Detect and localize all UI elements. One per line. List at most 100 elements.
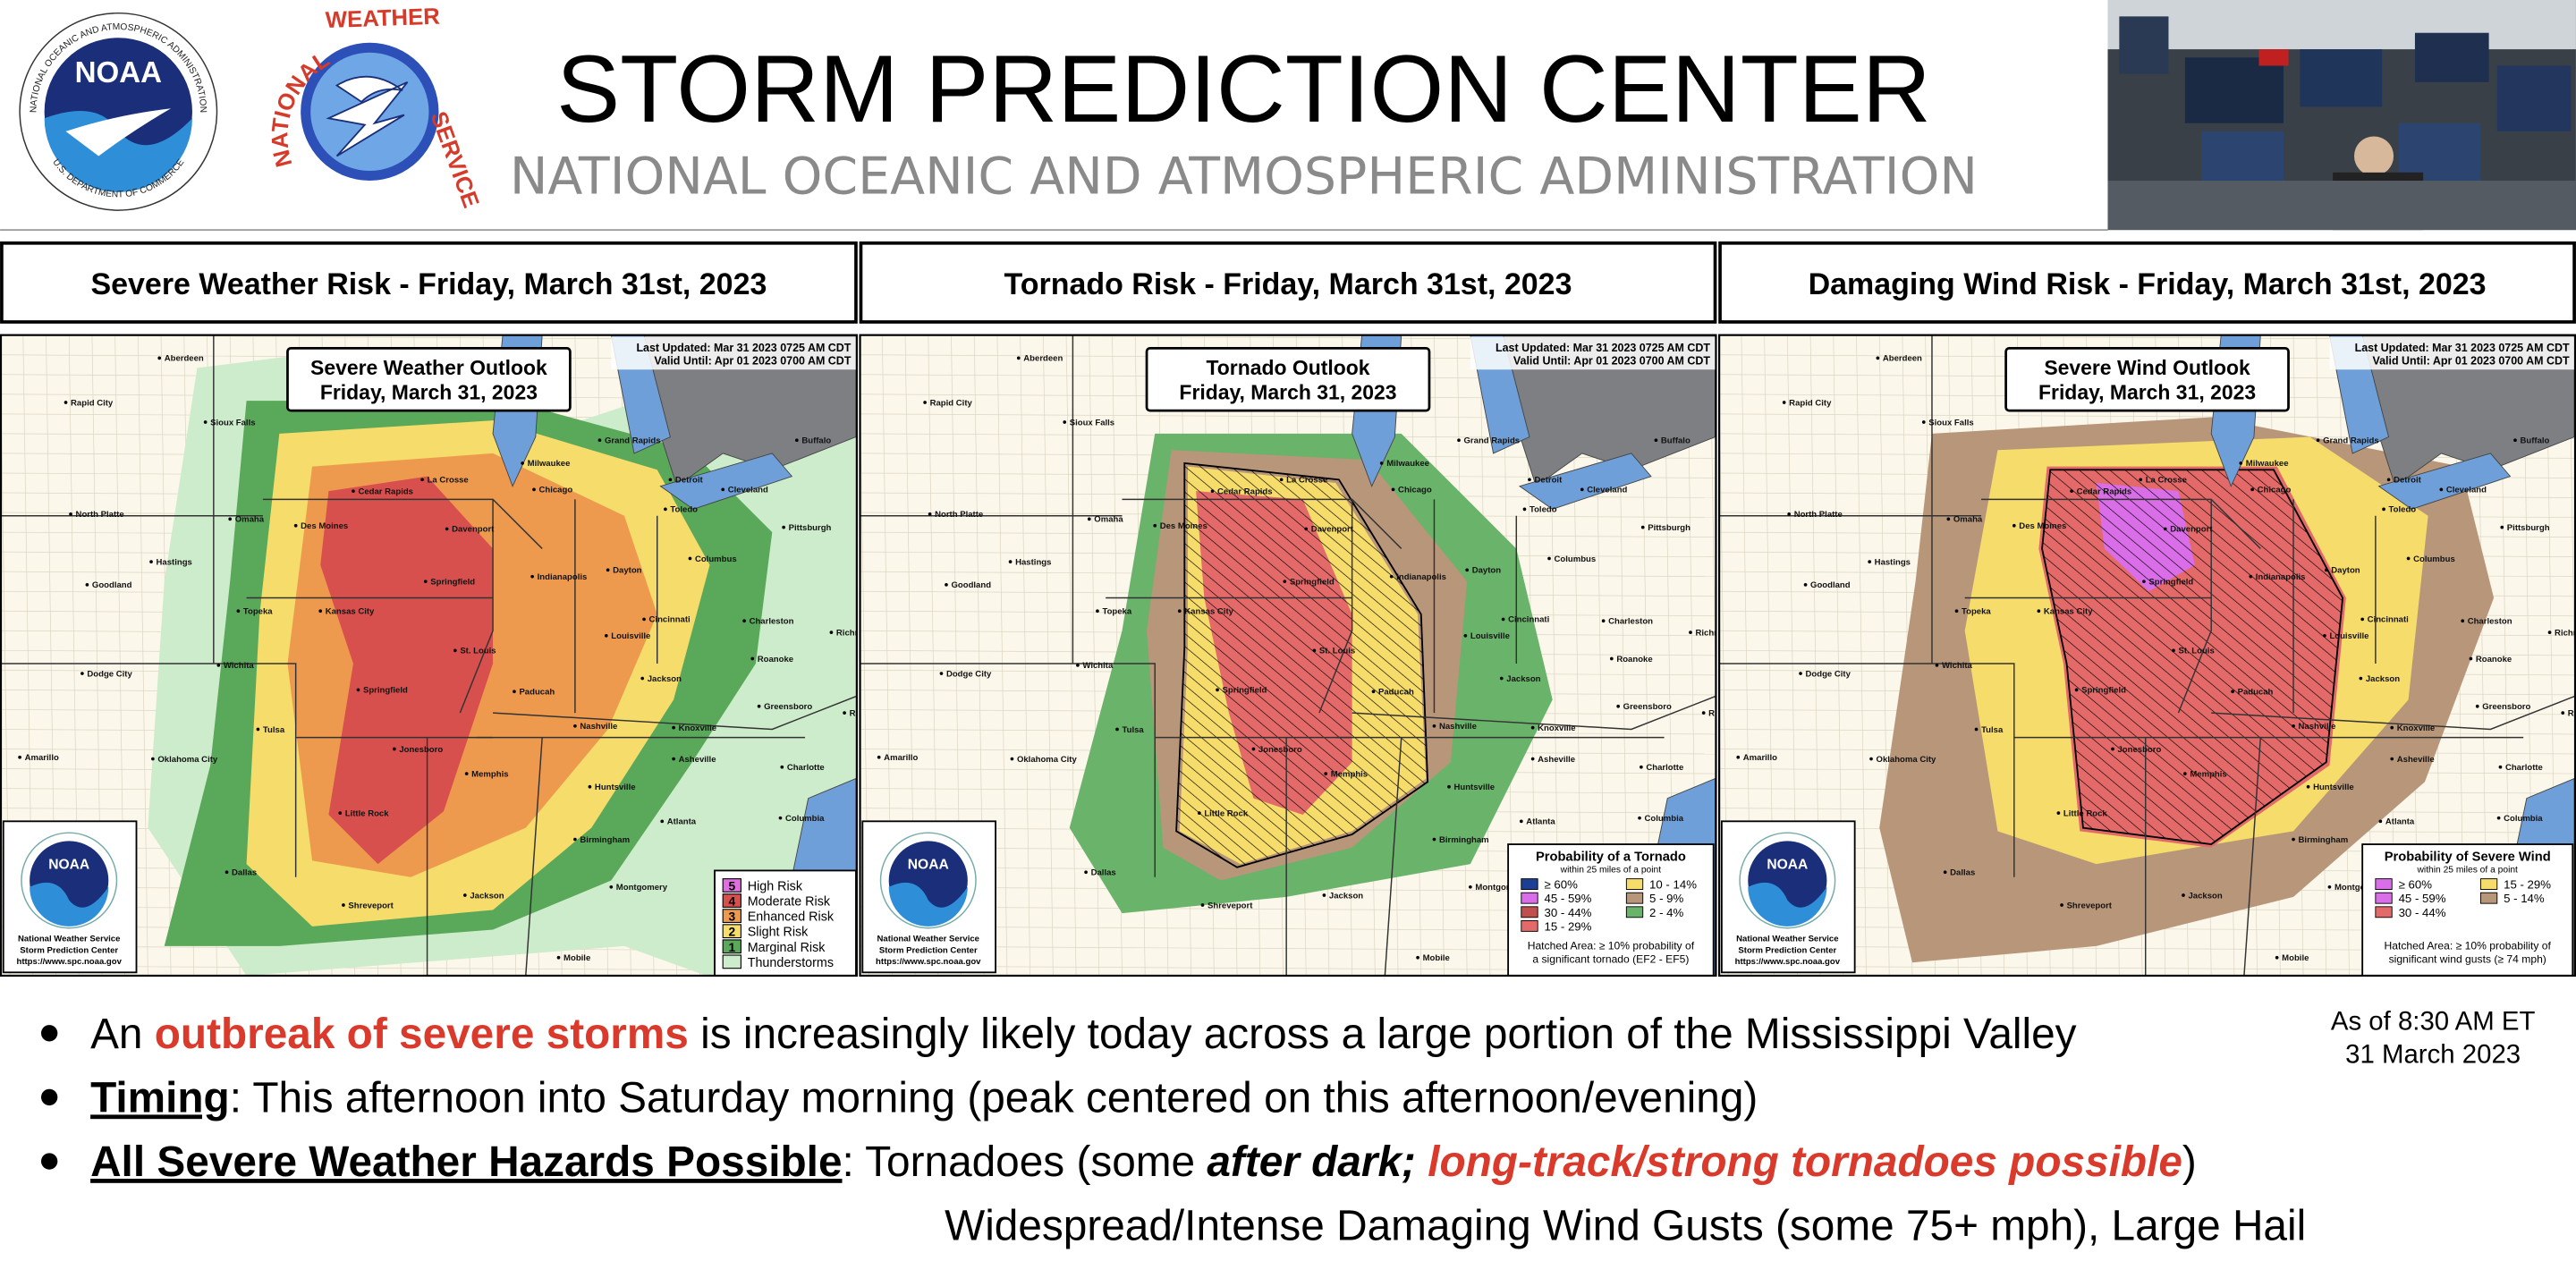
city-dot bbox=[660, 819, 665, 824]
state-line bbox=[1384, 737, 1402, 976]
city-dot bbox=[923, 401, 927, 404]
panel-heading: Tornado Risk - Friday, March 31st, 2023 bbox=[1004, 267, 1572, 301]
city-dot bbox=[1096, 609, 1099, 614]
city-dot bbox=[1197, 811, 1201, 815]
city-label: Charlotte bbox=[1646, 763, 1683, 773]
legend-label: 45 - 59% bbox=[1545, 892, 1592, 905]
city-dot bbox=[1008, 560, 1013, 563]
city-dot bbox=[1312, 648, 1317, 653]
city-dot bbox=[1638, 816, 1641, 820]
legend-level: 4 bbox=[728, 895, 735, 909]
city-label: Raleigh bbox=[1708, 708, 1740, 718]
city-dot bbox=[1522, 507, 1527, 512]
risk-area bbox=[1175, 461, 1429, 868]
city-label: Jackson bbox=[2188, 891, 2222, 901]
legend-subtitle: within 25 miles of a point bbox=[2417, 865, 2519, 875]
panels: Severe Weather Risk - Friday, March 31st… bbox=[0, 241, 2576, 977]
city-label: Atlanta bbox=[1526, 817, 1555, 827]
city-dot bbox=[2182, 893, 2185, 897]
risk-area bbox=[320, 476, 494, 865]
city-label: Omaha bbox=[235, 515, 265, 525]
city-dot bbox=[1283, 580, 1287, 584]
city-label: Paducah bbox=[2238, 688, 2274, 698]
city-label: Mobile bbox=[2282, 953, 2309, 963]
city-dot bbox=[318, 609, 323, 614]
city-label: Greensboro bbox=[1623, 702, 1672, 712]
city-dot bbox=[1432, 724, 1436, 728]
city-dot bbox=[742, 619, 746, 623]
city-dot bbox=[1469, 884, 1472, 889]
city-label: Cedar Rapids bbox=[1217, 487, 1273, 496]
city-dot bbox=[1943, 870, 1947, 875]
city-dot bbox=[85, 583, 89, 587]
city-label: Roanoke bbox=[1616, 655, 1652, 664]
map-logo-caption: Storm Prediction Center bbox=[20, 945, 118, 955]
state-line bbox=[459, 499, 494, 714]
county-line bbox=[1878, 334, 1890, 976]
city-label: Shreveport bbox=[2067, 901, 2113, 910]
city-dot bbox=[1701, 711, 1706, 715]
state-line bbox=[525, 737, 543, 976]
city-label: Roanoke bbox=[2476, 655, 2512, 664]
city-label: Greensboro bbox=[764, 702, 812, 712]
city-label: Dallas bbox=[1950, 868, 1975, 878]
city-dot bbox=[757, 704, 761, 708]
map-logo-caption: https://www.spc.noaa.gov bbox=[876, 957, 981, 967]
city-label: Amarillo bbox=[1743, 753, 1777, 763]
city-dot bbox=[1803, 583, 1808, 587]
legend-note: Hatched Area: ≥ 10% probability of bbox=[2385, 940, 2552, 952]
city-dot bbox=[1463, 633, 1468, 638]
legend-label: Enhanced Risk bbox=[748, 910, 835, 925]
city-dot bbox=[2360, 617, 2365, 622]
city-dot bbox=[1954, 609, 1959, 614]
city-dot bbox=[1153, 523, 1157, 528]
city-dot bbox=[688, 556, 692, 561]
city-label: Springfield bbox=[2148, 577, 2193, 587]
city-dot bbox=[216, 664, 221, 667]
city-dot bbox=[1501, 617, 1505, 622]
city-label: Springfield bbox=[2081, 686, 2126, 696]
city-dot bbox=[1063, 420, 1067, 424]
city-dot bbox=[1782, 401, 1786, 404]
city-label: Knoxville bbox=[2397, 724, 2435, 733]
bullet-dot bbox=[40, 1025, 58, 1042]
legend-label: Slight Risk bbox=[748, 926, 809, 940]
legend-swatch bbox=[1521, 892, 1538, 904]
city-label: Asheville bbox=[1538, 755, 1575, 765]
city-dot bbox=[513, 690, 516, 694]
city-dot bbox=[1547, 556, 1551, 561]
city-label: Omaha bbox=[1094, 515, 1123, 525]
city-dot bbox=[1799, 672, 1802, 675]
county-line bbox=[1709, 334, 1716, 677]
city-label: Detroit bbox=[675, 476, 704, 486]
outlook-map: Aberdeen Rapid City Sioux Falls La Crosse Mi… bbox=[859, 334, 1740, 976]
city-dot bbox=[2469, 656, 2473, 661]
update-box bbox=[1470, 336, 1716, 370]
outlook-date: Friday, March 31, 2023 bbox=[1179, 380, 1396, 403]
city-dot bbox=[1736, 755, 1741, 759]
legend-title: Probability of Severe Wind bbox=[2385, 850, 2551, 864]
city-label: St. Louis bbox=[2178, 647, 2214, 656]
city-dot bbox=[1580, 487, 1584, 492]
city-dot bbox=[1787, 512, 1792, 516]
city-dot bbox=[1115, 727, 1119, 732]
city-dot bbox=[352, 489, 355, 493]
map-frame bbox=[859, 334, 1717, 977]
city-label: Davenport bbox=[452, 525, 495, 535]
city-dot bbox=[1016, 356, 1021, 360]
city-label: Jackson bbox=[470, 891, 504, 901]
city-dot bbox=[1946, 517, 1951, 521]
city-label: Paducah bbox=[1378, 688, 1414, 698]
city-label: Aberdeen bbox=[1023, 354, 1063, 364]
city-dot bbox=[2390, 725, 2394, 730]
city-dot bbox=[750, 656, 755, 661]
city-dot bbox=[2406, 556, 2411, 561]
control-room-photo bbox=[2107, 0, 2576, 231]
city-dot bbox=[1389, 574, 1394, 579]
county-line bbox=[1042, 334, 1054, 976]
city-dot bbox=[2292, 724, 2295, 728]
legend-note: a significant tornado (EF2 - EF5) bbox=[1532, 952, 1689, 965]
city-label: Dodge City bbox=[1806, 669, 1852, 679]
city-label: Roanoke bbox=[758, 655, 793, 664]
city-label: Birmingham bbox=[2299, 835, 2349, 845]
